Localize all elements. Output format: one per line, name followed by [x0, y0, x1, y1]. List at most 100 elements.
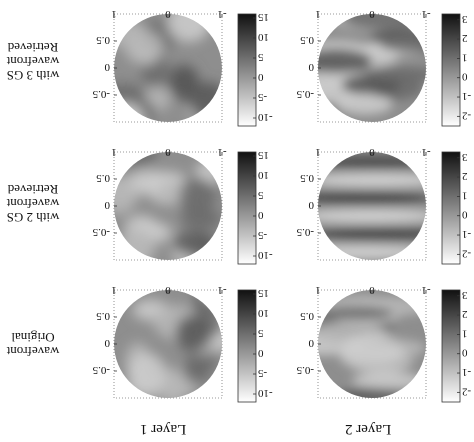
colorbar-tick-label: 10 [258, 31, 270, 43]
y-tick-label: 0.5 [300, 172, 314, 184]
panel-r1-c1: -1 0 1 -0.5 0 0.5 3 2 1 0 -1 -2 [296, 146, 471, 265]
wavefront-blob [114, 175, 137, 215]
colorbar-tick-label: 0 [462, 209, 468, 221]
x-tick-label: 0 [369, 146, 375, 158]
x-tick-label: 1 [315, 146, 321, 158]
wavefront-blob [123, 30, 164, 65]
colorbar-tick-label: 10 [258, 307, 270, 319]
colorbar-tick-label: 2 [462, 170, 468, 182]
wavefront-blob [173, 231, 217, 257]
colorbar [441, 151, 461, 265]
colorbar [441, 13, 461, 127]
wavefront-band [318, 173, 426, 187]
wavefront-blob [114, 83, 146, 106]
panel-r2-c1: -1 0 1 -0.5 0 0.5 3 2 1 0 -1 -2 [296, 284, 471, 403]
y-tick-label: 0 [308, 199, 314, 211]
wavefront-blob [127, 353, 167, 393]
colorbar-tick-label: 10 [258, 169, 270, 181]
x-tick-label: 1 [111, 284, 117, 296]
wavefront-band [318, 227, 426, 241]
y-tick-label: 0 [308, 337, 314, 349]
x-tick-label: 1 [315, 284, 321, 296]
wavefront-field [114, 14, 222, 122]
wavefront-blob [318, 48, 373, 73]
y-tick-label: 0 [104, 337, 110, 349]
y-tick-label: -0.5 [92, 226, 110, 238]
y-tick-label: 0 [104, 61, 110, 73]
wavefront-blob [114, 152, 158, 168]
colorbar-tick-label: 3 [462, 289, 468, 301]
colorbar-tick-label: 5 [258, 189, 264, 201]
wavefront-blob [170, 66, 200, 102]
colorbar-tick-label: 0 [258, 209, 264, 221]
wavefront-blob [335, 94, 393, 115]
colorbar [237, 151, 257, 265]
colorbar [441, 289, 461, 403]
wavefront-blob [367, 67, 426, 83]
wavefront-field [318, 152, 426, 260]
wavefront-blob [338, 387, 403, 398]
wavefront-blob [379, 35, 426, 53]
colorbar-tick-label: 5 [258, 327, 264, 339]
x-tick-label: 0 [165, 284, 171, 296]
x-tick-label: 1 [111, 146, 117, 158]
colorbar-tick-label: 0 [462, 347, 468, 359]
colorbar-tick-label: 2 [462, 308, 468, 320]
wavefront-blob [351, 372, 426, 389]
panel-r0-c1: -1 0 1 -0.5 0 0.5 3 2 1 0 -1 -2 [296, 8, 471, 127]
y-tick-label: 0.5 [96, 310, 110, 322]
x-tick-label: 0 [165, 146, 171, 158]
y-tick-label: 0.5 [300, 310, 314, 322]
y-tick-label: 0.5 [96, 34, 110, 46]
y-tick-label: 0.5 [300, 34, 314, 46]
colorbar-tick-label: -10 [258, 249, 273, 261]
colorbar-tick-label: 15 [258, 149, 270, 161]
x-tick-label: -1 [421, 146, 430, 158]
colorbar-tick-label: 1 [462, 189, 468, 201]
wavefront-blob [183, 355, 211, 385]
colorbar-tick-label: -5 [258, 91, 268, 103]
colorbar-tick-label: -2 [462, 247, 471, 259]
colorbar-tick-label: 15 [258, 11, 270, 23]
wavefront-blob [167, 14, 211, 43]
colorbar-tick-label: -1 [462, 228, 471, 240]
wavefront-blob [114, 102, 145, 122]
wavefront-blob [176, 177, 217, 214]
x-tick-label: 0 [369, 284, 375, 296]
wavefront-texture [318, 14, 426, 115]
x-tick-label: 1 [315, 8, 321, 20]
colorbar-tick-label: 3 [462, 13, 468, 25]
colorbar-tick-label: 3 [462, 151, 468, 163]
wavefront-band [318, 191, 426, 205]
wavefront-blob [175, 315, 212, 352]
colorbar-tick-label: -1 [462, 366, 471, 378]
x-tick-label: -1 [217, 284, 226, 296]
x-tick-label: -1 [421, 284, 430, 296]
y-tick-label: -0.5 [296, 226, 314, 238]
x-tick-label: 0 [369, 8, 375, 20]
wavefront-blob [344, 14, 422, 30]
x-tick-label: -1 [421, 8, 430, 20]
y-tick-label: 0 [104, 199, 110, 211]
colorbar-tick-label: 1 [462, 51, 468, 63]
y-tick-label: 0 [308, 61, 314, 73]
colorbar-tick-label: -2 [462, 385, 471, 397]
wavefront-blob [156, 181, 181, 205]
colorbar-tick-label: -1 [462, 90, 471, 102]
x-tick-label: -1 [217, 8, 226, 20]
wavefront-band [318, 245, 426, 259]
wavefront-field [318, 14, 426, 122]
wavefront-field [114, 290, 222, 398]
y-tick-label: -0.5 [92, 364, 110, 376]
colorbar [237, 13, 257, 127]
colorbar-tick-label: 2 [462, 32, 468, 44]
wavefront-band [318, 209, 426, 223]
y-tick-label: -0.5 [296, 88, 314, 100]
colorbar-tick-label: 0 [462, 71, 468, 83]
x-tick-label: 0 [165, 8, 171, 20]
colorbar [237, 289, 257, 403]
